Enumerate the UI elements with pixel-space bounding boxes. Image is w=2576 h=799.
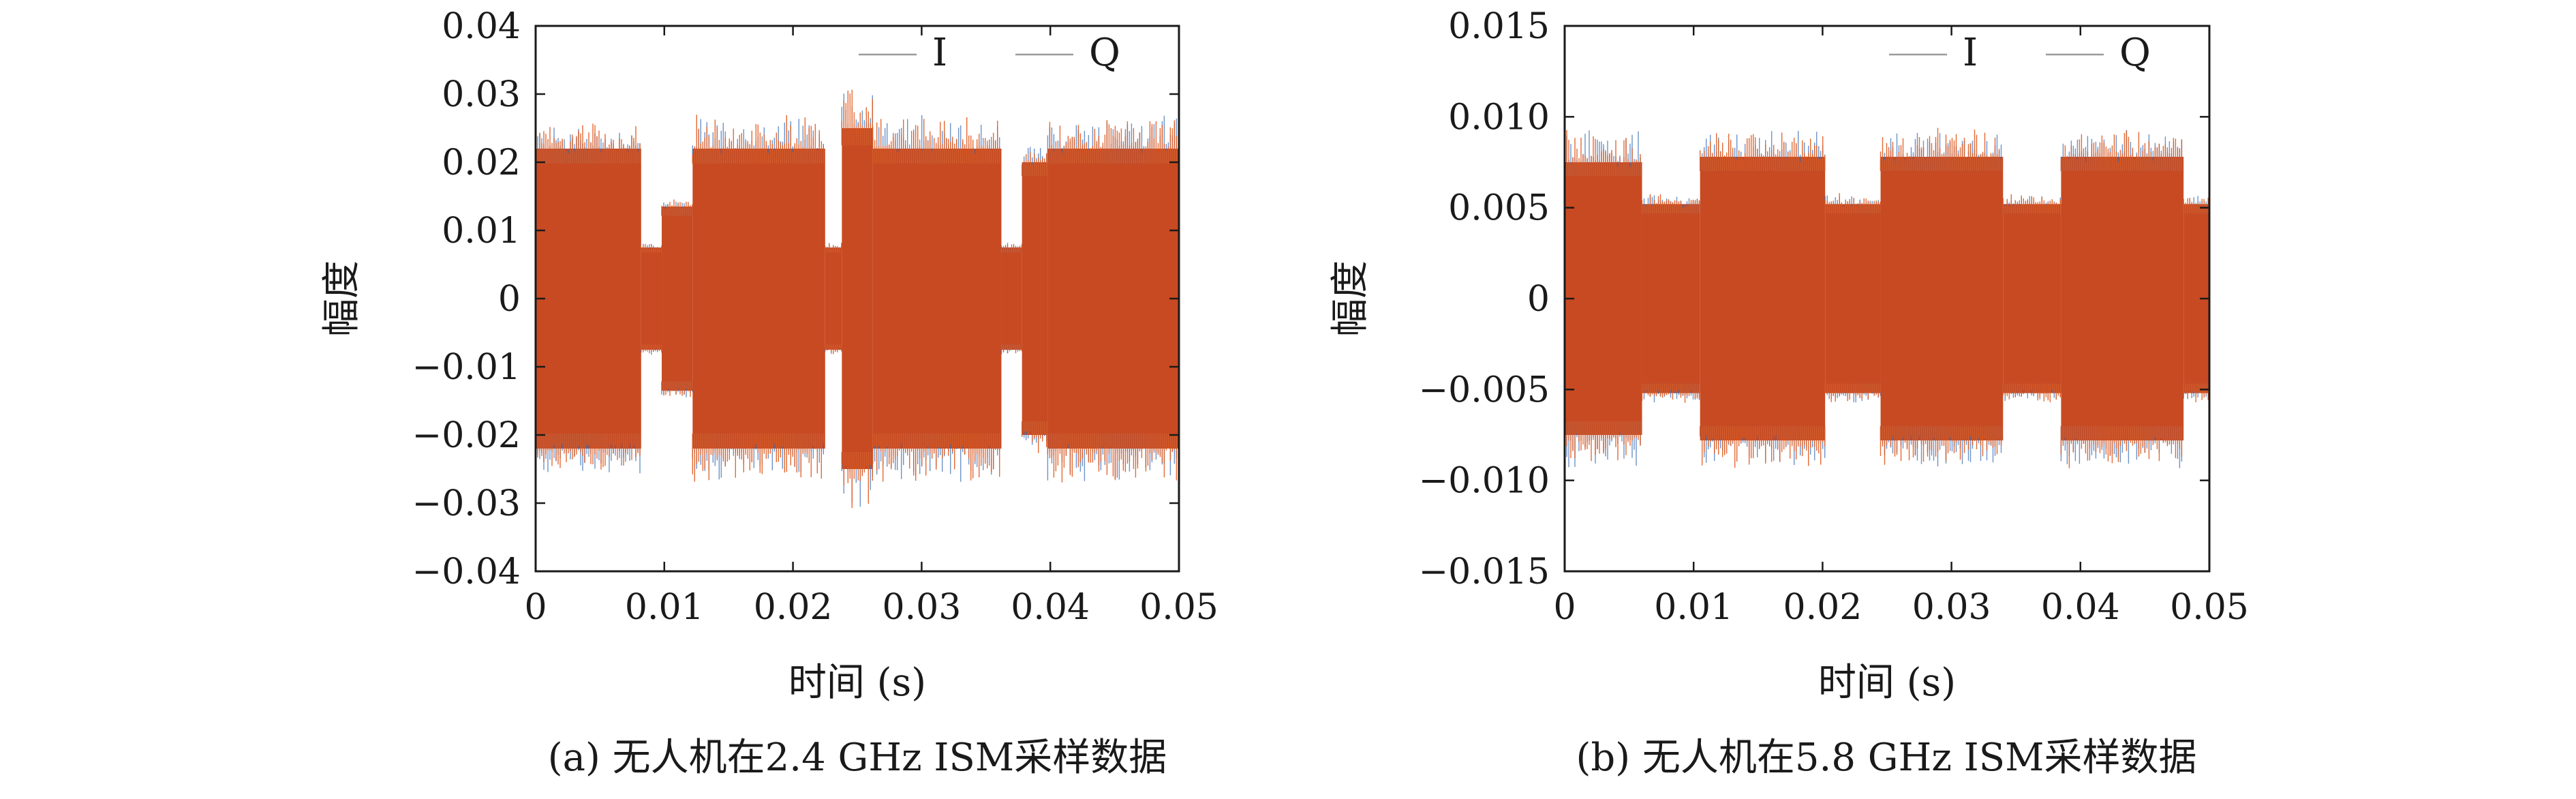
signal-band [1565, 162, 1642, 435]
x-axis-label: 时间 (s) [788, 661, 926, 705]
signal-band [1642, 204, 1700, 393]
y-tick-label: −0.01 [412, 347, 521, 388]
x-tick-label: 0.03 [883, 587, 962, 628]
series-Q-trace [825, 243, 842, 355]
x-axis-label: 时间 (s) [1818, 661, 1956, 705]
series-Q-trace [692, 115, 824, 482]
series-Q-trace [1022, 151, 1047, 453]
series-Q-trace [641, 243, 662, 354]
panel-caption: (a) 无人机在2.4 GHz ISM采样数据 [548, 736, 1167, 780]
y-tick-label: 0.04 [442, 6, 521, 47]
series-Q-trace [1824, 193, 1881, 402]
y-tick-label: 0 [498, 279, 521, 320]
series-Q-trace [1880, 127, 2002, 465]
x-tick-label: 0.05 [1139, 587, 1218, 628]
legend-label-Q: Q [2119, 31, 2151, 75]
x-tick-label: 0.05 [2170, 587, 2249, 628]
series-Q-trace [536, 123, 641, 470]
signal-band [641, 247, 662, 350]
signal-band [536, 149, 641, 449]
panel-a: 0 0.01 0.02 0.03 0.04 0.05 −0.04 −0.03 −0.02 −0.0… [320, 6, 1218, 780]
signal-band [1700, 157, 1826, 440]
x-tick-label: 0.03 [1912, 587, 1991, 628]
signal-band [842, 128, 873, 469]
panel-b: 0 0.01 0.02 0.03 0.04 0.05 −0.015 −0.010 −0.005 0… [1328, 6, 2249, 780]
y-tick-label: 0.02 [442, 142, 521, 183]
signal-band [2003, 204, 2061, 393]
signal-band [1022, 162, 1048, 435]
y-axis-label: 幅度 [320, 260, 364, 337]
signal-band [1001, 247, 1022, 350]
x-tick-label: 0.01 [625, 587, 704, 628]
x-tick-label: 0.02 [1783, 587, 1862, 628]
y-tick-label: −0.015 [1419, 552, 1550, 592]
plot-area [1565, 127, 2209, 468]
series-Q-trace [1047, 120, 1179, 483]
y-tick-label: −0.02 [412, 415, 521, 456]
signal-band [2061, 157, 2184, 440]
legend-label-I: I [1963, 31, 1978, 75]
panel-caption: (b) 无人机在5.8 GHz ISM采样数据 [1576, 736, 2197, 780]
signal-band [1825, 204, 1881, 393]
y-tick-label: −0.04 [412, 552, 521, 592]
series-Q-trace [1641, 194, 1700, 403]
series-Q-trace [661, 199, 693, 397]
signal-band [825, 247, 842, 350]
signal-band [872, 149, 1002, 449]
series-Q-trace [872, 117, 1000, 482]
series-Q-trace [1000, 243, 1023, 354]
y-tick-label: 0.01 [442, 211, 521, 252]
series-Q-trace [1700, 132, 1826, 468]
x-tick-label: 0.04 [2041, 587, 2120, 628]
x-tick-label: 0 [524, 587, 547, 628]
legend-label-Q: Q [1089, 31, 1120, 75]
series-Q-trace [2060, 130, 2183, 468]
y-tick-label: 0 [1527, 279, 1550, 320]
y-tick-label: −0.010 [1419, 461, 1550, 502]
series-Q-trace [1565, 130, 1641, 462]
y-tick-label: −0.03 [412, 483, 521, 524]
series-Q-trace [841, 89, 873, 509]
signal-band [662, 207, 693, 391]
series-Q-trace [2002, 194, 2061, 402]
y-tick-label: 0.010 [1448, 97, 1550, 138]
signal-band [1047, 149, 1179, 449]
x-tick-label: 0.01 [1654, 587, 1733, 628]
y-tick-label: −0.005 [1419, 370, 1550, 410]
signal-band [692, 149, 825, 449]
x-tick-label: 0 [1553, 587, 1576, 628]
x-tick-label: 0.02 [754, 587, 833, 628]
y-axis-label: 幅度 [1328, 260, 1373, 337]
y-tick-label: 0.015 [1448, 6, 1550, 47]
signal-band [1880, 157, 2004, 440]
series-Q-trace [2183, 198, 2209, 402]
x-tick-label: 0.04 [1011, 587, 1090, 628]
y-tick-label: 0.03 [442, 74, 521, 115]
plot-area [536, 89, 1179, 509]
legend-label-I: I [932, 31, 947, 75]
y-tick-label: 0.005 [1448, 188, 1550, 229]
